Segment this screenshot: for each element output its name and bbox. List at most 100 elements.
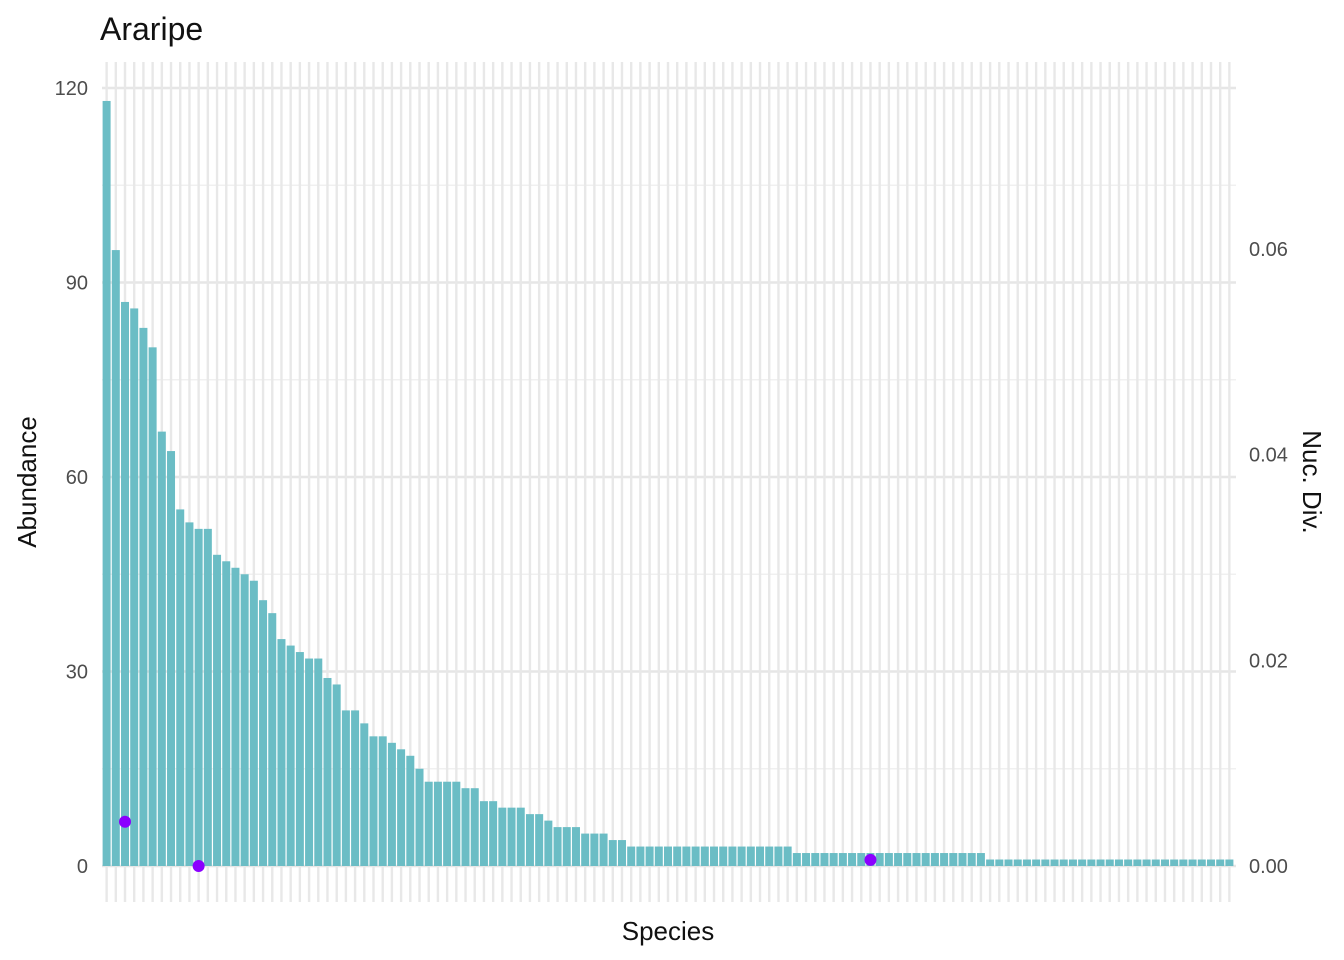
bar [728,846,737,866]
bar [967,853,976,866]
bar [544,820,553,866]
nuc-div-point [119,815,132,828]
bar [1041,859,1050,866]
bar [737,846,746,866]
bar [213,554,222,866]
bar [525,814,534,866]
bar [369,736,378,866]
bar [443,781,452,866]
bar [130,308,139,866]
bar [305,658,314,866]
y-tick-label: 120 [55,78,88,100]
bar [1059,859,1068,866]
nuc-div-points [119,815,877,872]
bar [424,781,433,866]
bar [756,846,765,866]
bar [185,522,194,866]
bar [231,567,240,866]
bar [415,768,424,866]
bar [608,840,617,866]
bar [645,846,654,866]
bar [498,807,507,866]
bar [1050,859,1059,866]
bar [912,853,921,866]
bar [452,781,461,866]
bar [553,827,562,866]
bar [1142,859,1151,866]
bar [562,827,571,866]
bars [102,100,1234,867]
bar [838,853,847,866]
bar [627,846,636,866]
bar [1032,859,1041,866]
bar [351,710,360,866]
bar [1022,859,1031,866]
y-tick-label: 60 [66,467,88,489]
y2-tick-label: 0.02 [1249,650,1288,672]
bar [700,846,709,866]
y-axis-right-ticks: 0.00 0.02 0.04 0.06 [1249,239,1288,878]
bar [489,801,498,866]
bar [1133,859,1142,866]
chart-title: Araripe [100,11,203,47]
bar [323,677,332,866]
bar [792,853,801,866]
y2-tick-label: 0.00 [1249,856,1288,878]
bar [986,859,995,866]
bar [387,742,396,866]
y-axis-title: Abundance [12,416,42,548]
bar [682,846,691,866]
bar [848,853,857,866]
bar [176,509,185,866]
bar [1225,859,1234,866]
bar [406,755,415,866]
bar [470,788,479,866]
bar [397,749,406,866]
bar [535,814,544,866]
bar [167,451,176,866]
y-tick-label: 0 [77,856,88,878]
bar [479,801,488,866]
bar [277,639,286,866]
bar [1013,859,1022,866]
bar [1078,859,1087,866]
bar [581,833,590,866]
bar [829,853,838,866]
y-tick-label: 90 [66,273,88,295]
bar [1170,859,1179,866]
bar [1124,859,1133,866]
bar [314,658,323,866]
y2-axis-title: Nuc. Div. [1297,430,1327,534]
bar [719,846,728,866]
bar [976,853,985,866]
bar [940,853,949,866]
bar [802,853,811,866]
bar [949,853,958,866]
bar [139,327,148,867]
bar [710,846,719,866]
bar [286,645,295,866]
bar [691,846,700,866]
bar [268,613,277,866]
bar [571,827,580,866]
bar [102,100,111,866]
bar [590,833,599,866]
bar [203,528,212,866]
nuc-div-point [192,860,205,872]
nuc-div-point [864,853,877,866]
bar [1096,859,1105,866]
bar [654,846,663,866]
bar [1179,859,1188,866]
bar [249,580,258,866]
bar [1004,859,1013,866]
bar [157,431,166,866]
bar [1068,859,1077,866]
bar [1105,859,1114,866]
bar [617,840,626,866]
bar [783,846,792,866]
bar [811,853,820,866]
bar [903,853,912,866]
y2-tick-label: 0.04 [1249,445,1288,467]
bar [111,250,120,867]
